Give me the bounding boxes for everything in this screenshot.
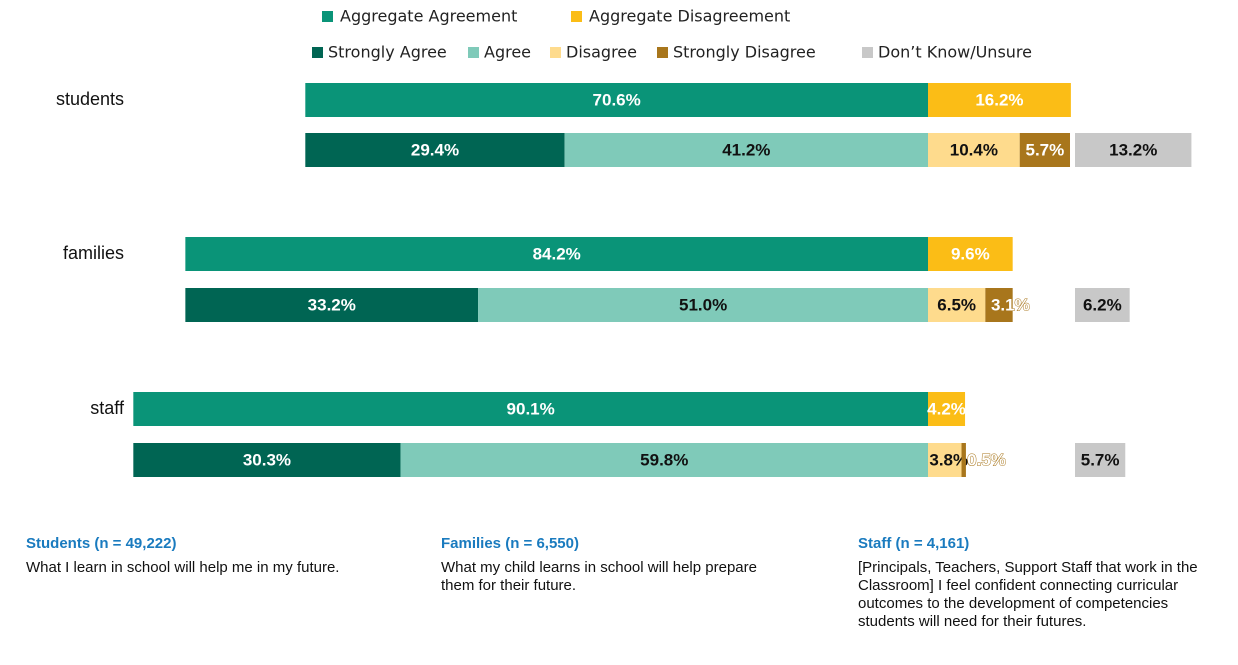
legend-swatch (571, 11, 582, 22)
note: Staff (n = 4,161) [Principals, Teachers, … (858, 535, 1228, 631)
value-label: 3.8% (929, 450, 968, 469)
bar-segment (928, 237, 1013, 271)
bar-segment (185, 288, 479, 322)
value-label: 0.5% (967, 450, 1006, 469)
legend-swatch (322, 11, 333, 22)
bar-segment (928, 83, 1071, 117)
value-label: 30.3% (243, 450, 291, 469)
bar-segment (1075, 443, 1126, 477)
group-label: families (63, 243, 124, 263)
note-heading: Families (n = 6,550) (441, 535, 579, 552)
value-label: 5.7% (1081, 450, 1120, 469)
value-label: 10.4% (950, 140, 998, 159)
bar-segment (928, 133, 1020, 167)
note-heading: Students (n = 49,222) (26, 535, 177, 552)
group-label: staff (90, 398, 125, 418)
value-label: 3.1% (991, 295, 1030, 314)
bar-segment (928, 392, 966, 426)
legend-swatch (550, 47, 561, 58)
value-label: 5.7% (1025, 140, 1064, 159)
bar-segment (1019, 133, 1071, 167)
value-label: 59.8% (640, 450, 688, 469)
value-label: 13.2% (1109, 140, 1157, 159)
group-label: students (56, 89, 124, 109)
bar-segment (305, 133, 565, 167)
legend-swatch (657, 47, 668, 58)
bar-segment (478, 288, 928, 322)
value-label: 70.6% (593, 90, 641, 109)
bar-segment (1075, 288, 1130, 322)
note-heading: Staff (n = 4,161) (858, 535, 970, 552)
value-label: 6.2% (1083, 295, 1122, 314)
legend-swatch (312, 47, 323, 58)
value-label: 90.1% (507, 399, 555, 418)
bar-segment (133, 443, 401, 477)
note: Students (n = 49,222) What I learn in sch… (26, 535, 386, 577)
value-label: 29.4% (411, 140, 459, 159)
legend-swatch (468, 47, 479, 58)
bar-segment (985, 288, 1013, 322)
bar-segment (961, 443, 966, 477)
value-label: 4.2% (927, 399, 966, 418)
bar-segment (928, 288, 986, 322)
bar-segment (305, 83, 929, 117)
bar-segment (928, 443, 962, 477)
legend-label: Aggregate Disagreement (589, 7, 790, 26)
legend-label: Aggregate Agreement (340, 7, 517, 26)
legend-swatch (862, 47, 873, 58)
value-label: 84.2% (533, 244, 581, 263)
note-text: [Principals, Teachers, Support Staff tha… (858, 559, 1198, 630)
value-label: 6.5% (937, 295, 976, 314)
legend-label: Strongly Disagree (673, 43, 816, 62)
note: Families (n = 6,550) What my child learns… (441, 535, 781, 595)
value-label: 16.2% (975, 90, 1023, 109)
bar-segment (185, 237, 928, 271)
note-text: What I learn in school will help me in m… (26, 559, 340, 576)
bar-segment (564, 133, 928, 167)
bar-segment (1075, 133, 1192, 167)
bar-segment (133, 392, 928, 426)
value-label: 33.2% (308, 295, 356, 314)
bar-segment (400, 443, 929, 477)
value-label: 41.2% (722, 140, 770, 159)
legend-label: Disagree (566, 43, 637, 62)
legend-label: Agree (484, 43, 531, 62)
value-label: 51.0% (679, 295, 727, 314)
chart: Aggregate Agreement Aggregate Disagreemen… (56, 7, 1192, 477)
legend-label: Don’t Know/Unsure (878, 43, 1032, 62)
note-text: What my child learns in school will help… (441, 559, 757, 594)
legend-label: Strongly Agree (328, 43, 447, 62)
value-label: 9.6% (951, 244, 990, 263)
